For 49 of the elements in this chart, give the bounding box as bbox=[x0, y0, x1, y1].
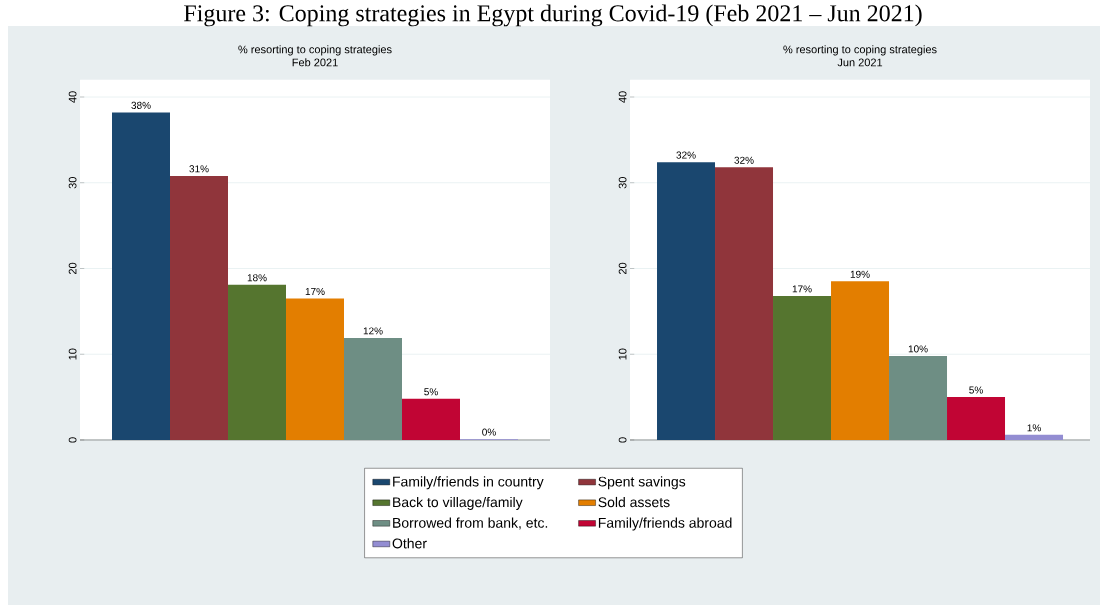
bar bbox=[889, 355, 948, 440]
y-tick-label: 40 bbox=[618, 91, 627, 103]
y-tick-label: 0 bbox=[68, 437, 77, 443]
data-label: 10% bbox=[908, 345, 928, 353]
y-tick-label: 20 bbox=[618, 262, 627, 275]
y-tick-label: 10 bbox=[618, 348, 627, 360]
bar bbox=[170, 175, 229, 440]
data-label: 17% bbox=[792, 285, 812, 293]
bar bbox=[344, 337, 403, 440]
chart-title: % resorting to coping strategies bbox=[238, 45, 392, 56]
bar bbox=[715, 167, 774, 440]
bar bbox=[831, 281, 890, 440]
data-label: 1% bbox=[1027, 424, 1041, 432]
chart-title: % resorting to coping strategies bbox=[783, 45, 937, 56]
bar bbox=[402, 398, 461, 440]
bar bbox=[228, 284, 287, 440]
y-tick-label: 30 bbox=[68, 177, 77, 189]
legend-label: Sold assets bbox=[598, 496, 670, 508]
legend-label: Back to village/family bbox=[393, 496, 523, 510]
legend-label: Borrowed from bank, etc. bbox=[393, 517, 548, 530]
y-tick-label: 40 bbox=[68, 91, 77, 103]
data-label: 5% bbox=[969, 386, 983, 394]
caption: Figure 3: Coping strategies in Egypt during Covid-19 (Feb 2021 – Jun 2021) bbox=[184, 4, 922, 27]
data-label: 31% bbox=[189, 165, 209, 173]
bar bbox=[657, 162, 716, 440]
data-label: 0% bbox=[482, 428, 496, 436]
data-label: 38% bbox=[131, 101, 151, 109]
data-label: 32% bbox=[676, 151, 696, 159]
data-label: 12% bbox=[363, 327, 383, 335]
y-tick-label: 20 bbox=[68, 262, 77, 275]
data-label: 5% bbox=[424, 388, 438, 396]
data-label: 32% bbox=[734, 156, 754, 164]
legend-label: Spent savings bbox=[598, 476, 686, 490]
chart-subtitle: Jun 2021 bbox=[837, 58, 883, 67]
bar bbox=[773, 295, 832, 440]
data-label: 19% bbox=[850, 270, 870, 278]
data-label: 18% bbox=[247, 274, 267, 282]
data-label: 17% bbox=[305, 287, 325, 295]
y-tick-label: 10 bbox=[68, 348, 77, 360]
bar bbox=[1005, 434, 1064, 440]
legend-label: Other bbox=[392, 538, 427, 549]
bar bbox=[112, 112, 170, 440]
legend-label: Family/friends abroad bbox=[598, 517, 732, 531]
legend-label: Family/friends in country bbox=[393, 476, 544, 490]
chart-subtitle: Feb 2021 bbox=[292, 58, 338, 67]
y-tick-label: 30 bbox=[618, 177, 627, 189]
bar bbox=[286, 298, 345, 440]
bar bbox=[947, 397, 1006, 440]
y-tick-label: 0 bbox=[618, 437, 627, 443]
